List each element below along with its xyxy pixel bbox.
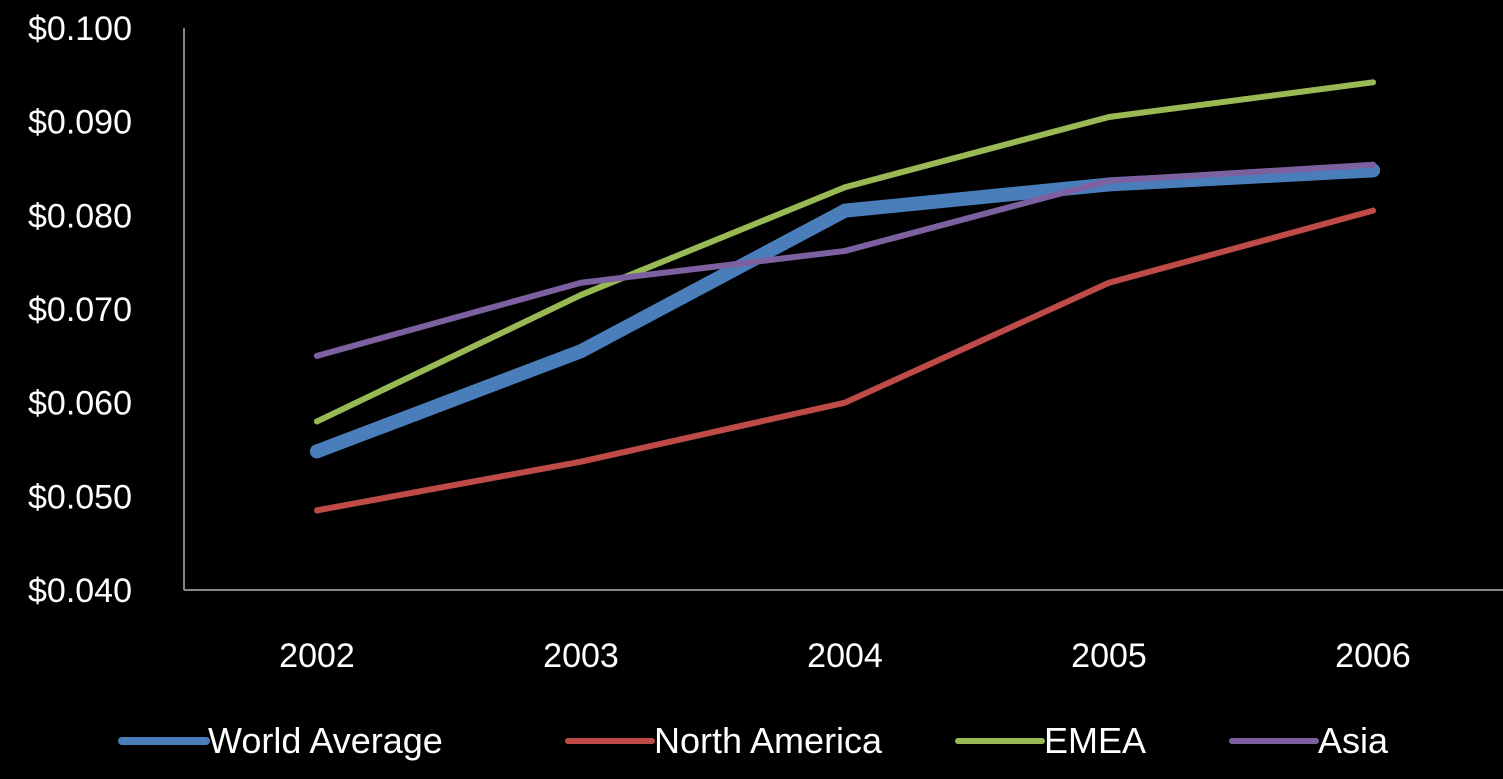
- data-point-emea: [578, 291, 584, 298]
- data-point-north-america: [1370, 207, 1376, 214]
- data-point-north-america: [842, 399, 848, 406]
- x-tick-label: 2004: [807, 637, 883, 675]
- x-tick-label: 2005: [1071, 637, 1147, 675]
- x-tick-label: 2006: [1335, 637, 1411, 675]
- data-point-asia: [578, 279, 584, 286]
- data-point-world-average: [838, 203, 852, 218]
- data-point-asia: [314, 352, 320, 359]
- legend-label-north-america: North America: [654, 720, 883, 761]
- x-axis-tick-labels: 2002 2003 2004 2005 2006: [279, 637, 1411, 675]
- x-tick-label: 2002: [279, 637, 355, 675]
- y-tick-label: $0.100: [28, 10, 132, 48]
- data-point-asia: [1370, 161, 1376, 168]
- legend-label-world-average: World Average: [208, 720, 443, 761]
- data-point-world-average: [574, 344, 588, 359]
- data-point-asia: [842, 247, 848, 254]
- y-tick-label: $0.070: [28, 291, 132, 329]
- y-tick-label: $0.060: [28, 385, 132, 423]
- legend-label-emea: EMEA: [1044, 720, 1146, 761]
- data-point-emea: [1370, 79, 1376, 86]
- x-tick-label: 2003: [543, 637, 619, 675]
- series-lines: [310, 79, 1380, 514]
- legend-label-asia: Asia: [1318, 720, 1389, 761]
- data-point-north-america: [314, 507, 320, 514]
- data-point-asia: [1106, 177, 1112, 184]
- data-point-emea: [842, 184, 848, 191]
- y-tick-label: $0.040: [28, 572, 132, 610]
- data-point-world-average: [310, 444, 324, 459]
- data-point-emea: [1106, 113, 1112, 120]
- legend: World Average North America EMEA Asia: [118, 720, 1389, 761]
- data-point-north-america: [1106, 279, 1112, 286]
- y-axis-tick-labels: $0.100 $0.090 $0.080 $0.070 $0.060 $0.050 $0.0…: [28, 10, 132, 610]
- y-tick-label: $0.050: [28, 478, 132, 516]
- axes: [183, 28, 1503, 591]
- y-tick-label: $0.090: [28, 104, 132, 142]
- data-point-north-america: [578, 458, 584, 465]
- data-point-emea: [314, 418, 320, 425]
- y-tick-label: $0.080: [28, 197, 132, 235]
